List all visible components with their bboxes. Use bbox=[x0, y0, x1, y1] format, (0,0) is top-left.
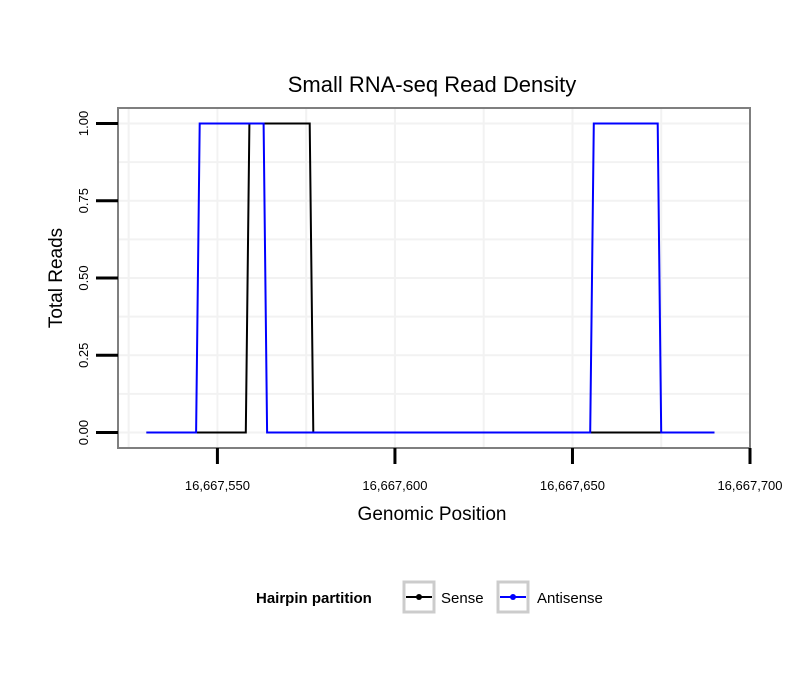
x-tick-label: 16,667,550 bbox=[185, 478, 250, 493]
x-tick-label: 16,667,700 bbox=[717, 478, 782, 493]
gridlines bbox=[118, 108, 750, 448]
legend-title: Hairpin partition bbox=[256, 590, 372, 607]
legend-item-sense: Sense bbox=[402, 580, 484, 614]
legend-label-sense: Sense bbox=[441, 590, 484, 607]
x-tick-label: 16,667,600 bbox=[362, 478, 427, 493]
y-tick-label: 0.00 bbox=[76, 420, 91, 445]
y-tick-label: 0.50 bbox=[76, 265, 91, 290]
legend-label-antisense: Antisense bbox=[537, 590, 603, 607]
series-line-antisense bbox=[146, 122, 715, 434]
legend: Hairpin partition Sense Antisense bbox=[256, 580, 603, 614]
series-layer bbox=[146, 122, 715, 434]
legend-key-antisense bbox=[496, 580, 530, 614]
y-tick-label: 0.75 bbox=[76, 188, 91, 213]
y-tick-label: 0.25 bbox=[76, 343, 91, 368]
x-axis: 16,667,550 16,667,600 16,667,650 16,667,700 bbox=[185, 448, 783, 493]
legend-item-antisense: Antisense bbox=[496, 580, 603, 614]
chart-title: Small RNA-seq Read Density bbox=[288, 72, 577, 97]
y-axis: 0.00 0.25 0.50 0.75 1.00 bbox=[76, 111, 118, 445]
x-tick-label: 16,667,650 bbox=[540, 478, 605, 493]
legend-dot-antisense bbox=[510, 594, 516, 600]
y-tick-label: 1.00 bbox=[76, 111, 91, 136]
legend-dot-sense bbox=[416, 594, 422, 600]
x-axis-label: Genomic Position bbox=[358, 504, 507, 525]
y-axis-label: Total Reads bbox=[46, 228, 67, 328]
